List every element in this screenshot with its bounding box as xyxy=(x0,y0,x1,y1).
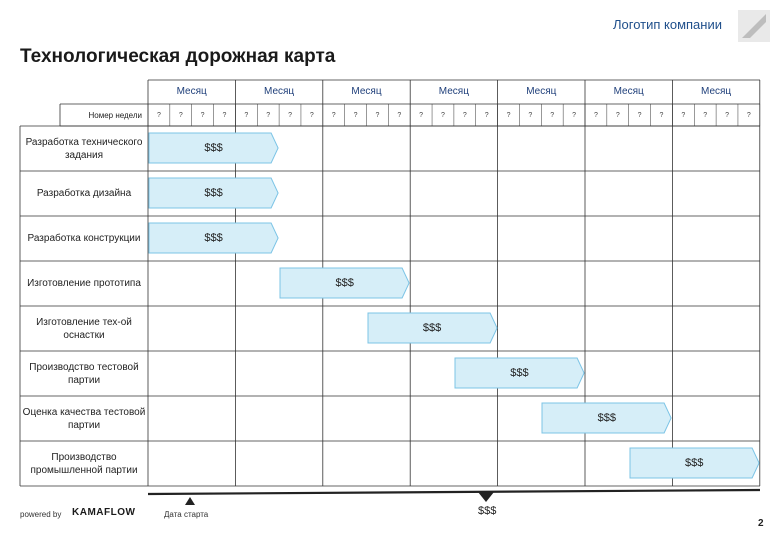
week-number: ? xyxy=(550,112,555,119)
task-bar[interactable]: $$$ xyxy=(541,402,672,434)
task-label: Изготовление тех-ой оснастки xyxy=(36,316,132,341)
month-header-5: Месяц xyxy=(526,86,557,97)
task-label: Разработка дизайна xyxy=(36,188,132,199)
task-bar-shape xyxy=(541,402,672,434)
task-cost: $$$ xyxy=(204,142,223,154)
week-number: ? xyxy=(288,112,292,119)
week-number: ? xyxy=(178,112,183,119)
page-title: Технологическая дорожная карта xyxy=(20,46,336,67)
week-number: ? xyxy=(397,112,402,119)
week-number: ? xyxy=(484,112,489,119)
task-bar-shape xyxy=(454,357,585,389)
week-number: ? xyxy=(419,112,424,119)
week-number: ? xyxy=(572,112,577,119)
month-header-6: Месяц xyxy=(613,86,644,97)
week-number: ? xyxy=(703,112,708,119)
task-cost: $$$ xyxy=(685,457,704,469)
week-number: ? xyxy=(266,112,271,119)
task-label: Производство тестовой партии xyxy=(29,361,139,386)
header-bar: Логотип компании xyxy=(0,0,780,46)
task-cost: $$$ xyxy=(204,187,223,199)
week-number: ? xyxy=(441,112,445,119)
powered-by-label: powered by xyxy=(20,510,62,519)
month-header-4: Месяц xyxy=(438,86,469,97)
task-cost: $$$ xyxy=(597,412,617,424)
week-number: ? xyxy=(506,112,511,119)
week-number: ? xyxy=(528,112,533,119)
task-cost: $$$ xyxy=(204,232,223,244)
week-number: ? xyxy=(746,112,751,119)
task-bar[interactable]: $$$ xyxy=(454,357,585,389)
week-number: ? xyxy=(462,112,467,119)
week-number: ? xyxy=(637,112,642,119)
task-label: Производство промышленной партии xyxy=(30,451,138,476)
week-number: ? xyxy=(593,112,598,119)
week-number: ? xyxy=(375,112,380,119)
company-logo-icon xyxy=(738,10,770,42)
task-bar[interactable]: $$$ xyxy=(148,177,279,209)
task-label: Оценка качества тестовой партии xyxy=(22,406,146,431)
week-number: ? xyxy=(353,112,358,119)
task-bar-shape xyxy=(148,132,279,164)
task-bar-shape xyxy=(629,447,760,479)
week-number: ? xyxy=(244,112,249,119)
month-header-1: Месяц xyxy=(176,86,207,97)
task-label: Изготовление прототипа xyxy=(27,278,141,289)
month-header-3: Месяц xyxy=(351,86,382,97)
task-cost: $$$ xyxy=(510,367,529,379)
task-bar-shape xyxy=(279,267,410,299)
week-number: ? xyxy=(725,112,729,119)
week-number: ? xyxy=(659,112,664,119)
month-header-2: Месяц xyxy=(264,86,295,97)
task-cost: $$$ xyxy=(335,277,354,289)
task-bar-shape xyxy=(148,222,279,254)
start-date-label: Дата старта xyxy=(164,510,209,519)
brand-logo: KAMAFLOW xyxy=(72,507,136,518)
task-cost: $$$ xyxy=(422,322,442,334)
week-number: ? xyxy=(615,112,620,119)
task-bar[interactable]: $$$ xyxy=(279,267,410,299)
start-marker-icon xyxy=(185,497,195,505)
week-number: ? xyxy=(156,112,161,119)
week-number-label: Номер недели xyxy=(88,111,142,120)
end-marker-icon xyxy=(478,492,494,502)
page-number: 2 xyxy=(758,518,764,529)
week-number: ? xyxy=(222,112,227,119)
task-bar[interactable]: $$$ xyxy=(148,222,279,254)
company-logo-text: Логотип компании xyxy=(612,17,722,32)
task-bar[interactable]: $$$ xyxy=(629,447,760,479)
task-bar[interactable]: $$$ xyxy=(148,132,279,164)
week-number: ? xyxy=(200,112,205,119)
week-number: ? xyxy=(331,112,336,119)
week-number: ? xyxy=(681,112,686,119)
task-label: Разработка технического задания xyxy=(25,136,143,161)
task-bar-shape xyxy=(367,312,498,344)
week-number: ? xyxy=(309,112,314,119)
task-label: Разработка конструкции xyxy=(27,233,141,244)
task-bar[interactable]: $$$ xyxy=(367,312,498,344)
total-cost-label: $$$ xyxy=(478,505,497,517)
month-header-7: Месяц xyxy=(701,86,732,97)
task-bar-shape xyxy=(148,177,279,209)
